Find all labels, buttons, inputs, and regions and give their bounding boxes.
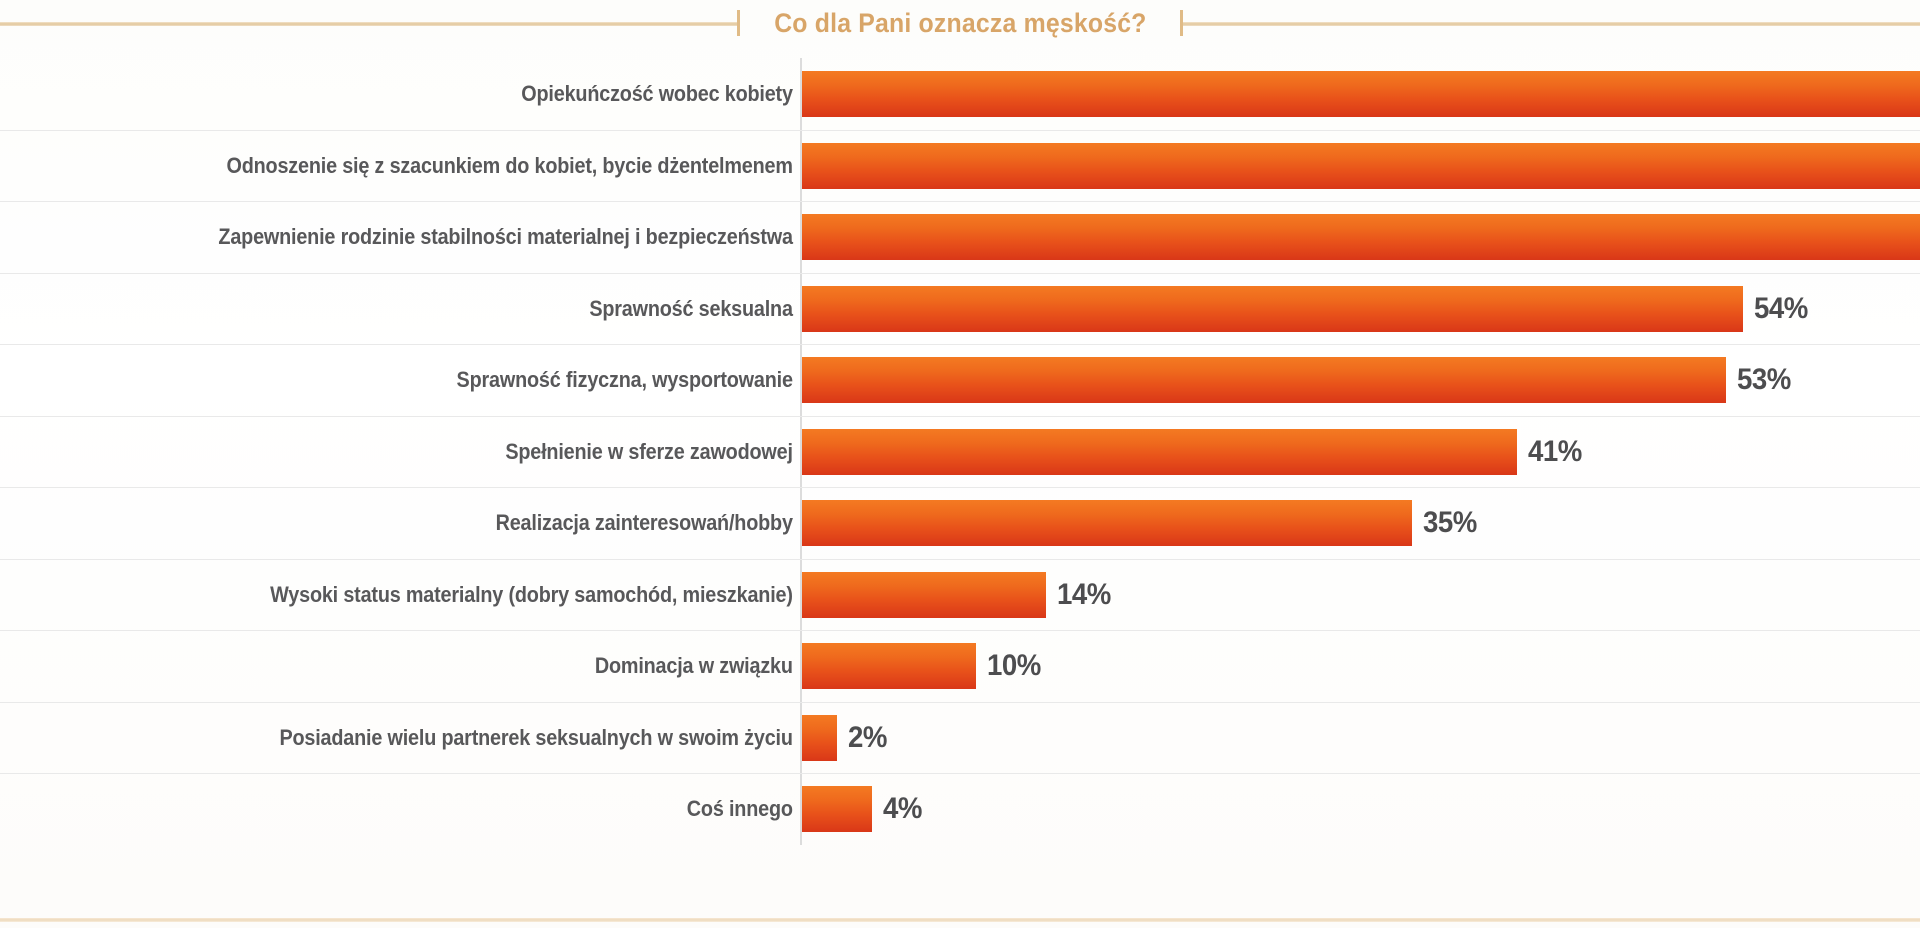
bar-row: Opiekuńczość wobec kobiety 76% — [0, 58, 1920, 130]
bar-row: Dominacja w związku 10% — [0, 630, 1920, 702]
category-label: Sprawność fizyczna, wysportowanie — [456, 367, 793, 393]
bar-fill[interactable] — [802, 142, 1920, 189]
bar-track: 14% — [800, 559, 1920, 630]
bar-track: 4% — [800, 774, 1920, 845]
bar-row: Spełnienie w sferze zawodowej 41% — [0, 415, 1920, 488]
bar-fill[interactable] — [802, 500, 1412, 547]
category-label: Dominacja w związku — [594, 653, 793, 679]
value-label: 54% — [1754, 291, 1808, 325]
category-label: Opiekuńczość wobec kobiety — [521, 80, 793, 106]
bar-row: Posiadanie wielu partnerek seksualnych w… — [0, 701, 1920, 774]
bar-fill[interactable] — [802, 214, 1920, 261]
bar-track: 2% — [800, 702, 1920, 773]
bar-row: Coś innego 4% — [0, 773, 1920, 845]
bar-fill[interactable] — [802, 571, 1046, 618]
value-label: 53% — [1737, 363, 1791, 397]
category-label: Wysoki status materialny (dobry samochód… — [270, 581, 793, 607]
bar-fill[interactable] — [802, 285, 1743, 332]
value-label: 4% — [883, 792, 922, 826]
category-label: Zapewnienie rodzinie stabilności materia… — [218, 224, 793, 250]
bottom-rule — [0, 918, 1920, 922]
bar-track: 35% — [800, 488, 1920, 559]
bar-track: 41% — [800, 416, 1920, 487]
value-label: 35% — [1423, 506, 1477, 540]
value-label: 14% — [1057, 577, 1111, 611]
bar-row: Sprawność seksualna 54% — [0, 272, 1920, 345]
title-rule-left — [0, 22, 737, 26]
category-label: Posiadanie wielu partnerek seksualnych w… — [279, 724, 793, 750]
bar-fill[interactable] — [802, 357, 1726, 404]
category-label: Realizacja zainteresowań/hobby — [495, 510, 793, 536]
category-label: Spełnienie w sferze zawodowej — [505, 438, 793, 464]
bar-row: Odnoszenie się z szacunkiem do kobiet, b… — [0, 129, 1920, 202]
title-tick-right-icon — [1180, 10, 1184, 36]
title-rule-right — [1183, 22, 1920, 26]
value-label: 41% — [1528, 434, 1582, 468]
chart-title-band: Co dla Pani oznacza męskość? — [0, 0, 1920, 46]
bar-row: Realizacja zainteresowań/hobby 35% — [0, 487, 1920, 559]
bar-fill[interactable] — [802, 70, 1920, 117]
bar-track: 53% — [800, 345, 1920, 416]
category-label: Coś innego — [686, 796, 793, 822]
bar-row: Wysoki status materialny (dobry samochód… — [0, 558, 1920, 631]
bar-fill[interactable] — [802, 714, 837, 761]
bar-fill[interactable] — [802, 643, 976, 690]
bar-track: 73% — [800, 130, 1920, 201]
bar-row: Sprawność fizyczna, wysportowanie 53% — [0, 344, 1920, 416]
page-title: Co dla Pani oznacza męskość? — [773, 7, 1147, 38]
category-label: Sprawność seksualna — [589, 295, 793, 321]
bar-fill[interactable] — [802, 428, 1517, 475]
bar-track: 10% — [800, 631, 1920, 702]
bar-track: 76% — [800, 58, 1920, 130]
bar-fill[interactable] — [802, 786, 872, 833]
value-label: 10% — [987, 649, 1041, 683]
bar-row: Zapewnienie rodzinie stabilności materia… — [0, 201, 1920, 273]
category-label: Odnoszenie się z szacunkiem do kobiet, b… — [226, 152, 793, 178]
title-tick-left-icon — [736, 10, 740, 36]
bar-chart-plot: Opiekuńczość wobec kobiety 76% Odnoszeni… — [0, 58, 1920, 848]
bar-track: 71% — [800, 202, 1920, 273]
bar-track: 54% — [800, 273, 1920, 344]
value-label: 2% — [848, 720, 887, 754]
